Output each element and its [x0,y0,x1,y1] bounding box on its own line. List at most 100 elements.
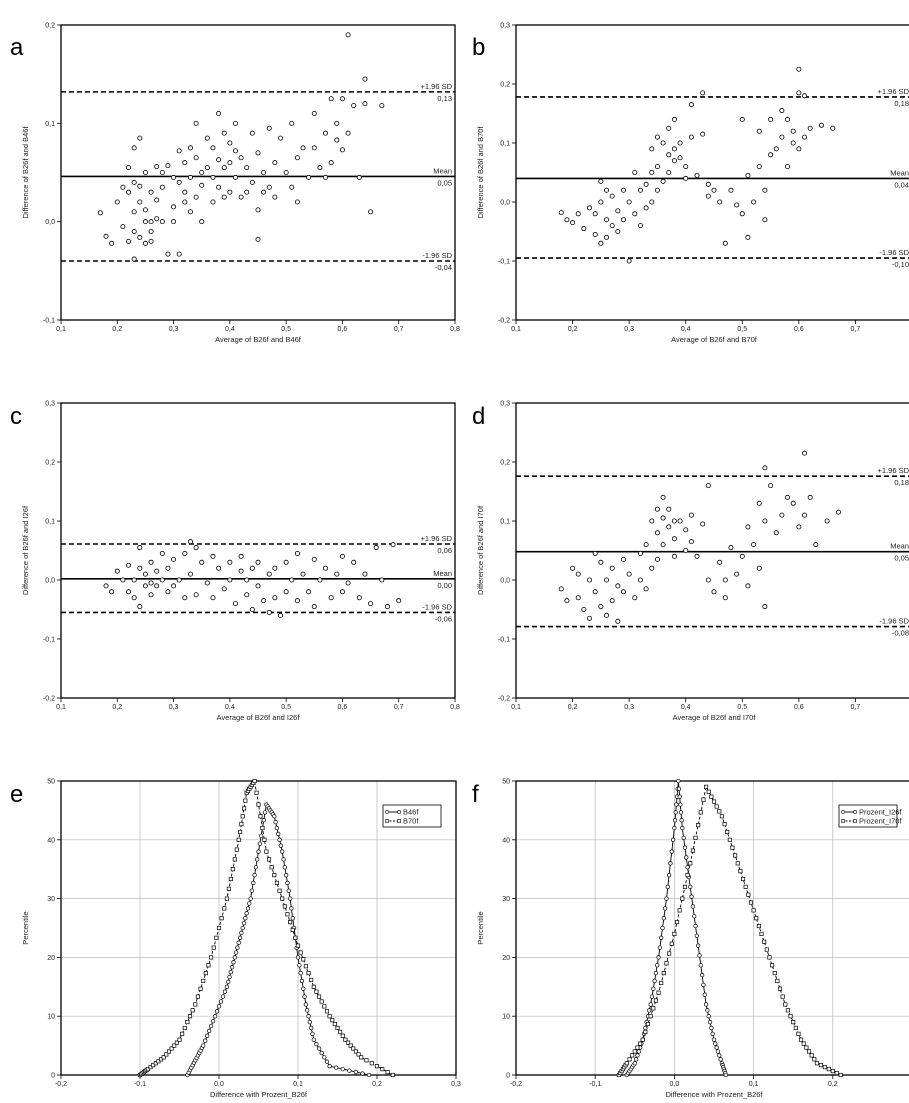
series-marker [261,818,266,823]
line-value: -0,08 [892,629,909,638]
x-tick-label: 0,2 [828,1081,838,1088]
series-marker [698,963,703,968]
series-marker [645,1021,651,1027]
series-marker [838,1072,843,1078]
series-marker [702,992,707,997]
data-point [216,157,222,163]
series-marker [709,1025,714,1031]
data-point [272,565,278,571]
legend-marker [841,810,845,814]
data-point [148,219,154,225]
data-point [796,90,802,96]
data-point [154,197,160,203]
data-point [193,155,199,161]
series-marker [305,1008,310,1013]
data-point [266,609,272,615]
series-marker [222,989,228,994]
data-point [261,189,267,195]
data-point [159,550,165,556]
series-marker [301,957,306,962]
data-point [587,577,593,583]
x-tick-label: 0,7 [394,704,404,711]
series-marker [244,911,249,916]
data-point [705,193,711,199]
data-point [210,595,216,601]
series-marker [301,986,306,991]
x-axis-label: Average of B26f and I70f [673,713,757,722]
y-tick-label: -0,2 [498,318,510,325]
data-point [255,150,261,156]
data-point [238,155,244,161]
x-tick-label: 0,1 [56,704,66,711]
series-marker [783,1002,788,1007]
series-marker [682,884,688,889]
series-marker [681,835,686,840]
data-point [745,524,751,530]
x-tick-label: 0,6 [794,704,804,711]
series-marker [636,1049,641,1054]
data-point [244,592,250,598]
y-tick-label: -0,1 [498,259,510,266]
line-label: +1.96 SD [421,82,453,91]
y-axis-label: Difference of B26f and B46f [21,126,30,219]
data-point [249,179,255,185]
data-point [592,211,598,217]
series-marker [281,857,286,862]
line-value: -0,06 [435,614,452,623]
series-marker [228,969,234,975]
data-point [311,556,317,562]
series-marker [356,1052,361,1057]
series-marker [311,984,316,989]
data-point [368,601,374,607]
series-marker [360,1071,365,1076]
y-tick-label: -0,1 [43,637,55,644]
series-marker [759,931,764,936]
data-point [683,548,689,554]
series-marker [703,1002,709,1007]
data-point [227,140,233,146]
data-point [598,199,604,205]
data-point [649,199,655,205]
x-tick-label: 0,1 [511,326,521,333]
series-marker [210,1018,216,1024]
series-marker [666,872,672,878]
series-marker [272,814,277,819]
data-point [362,76,368,82]
series-marker [177,1037,182,1042]
line-value: -0,10 [892,260,909,269]
series-marker [735,861,740,866]
data-point [249,607,255,613]
series-marker [706,1014,711,1019]
series-marker [251,880,256,886]
series-marker [172,1043,177,1048]
data-point [717,559,723,565]
data-point [165,163,171,169]
data-point [244,189,250,195]
series-marker [201,1043,206,1048]
y-tick-label: 0,1 [500,141,510,148]
data-point [137,234,143,240]
data-point [762,187,768,193]
series-marker [303,964,308,969]
series-marker [668,861,673,866]
data-point [255,207,261,213]
x-tick-label: 0,1 [511,704,521,711]
series-marker [353,1049,358,1054]
series-marker [791,1020,796,1025]
data-point [272,194,278,200]
series-marker [767,955,772,960]
data-point [306,174,312,180]
series-marker [297,963,302,968]
data-point [762,518,768,524]
data-point [575,595,581,601]
series-marker [727,837,732,842]
data-point [278,135,284,141]
series-marker [696,943,701,948]
data-point [688,539,694,545]
series-marker [809,1053,814,1058]
data-point [790,500,796,506]
x-tick-label: 0,0 [670,1081,680,1088]
series-marker [743,884,748,889]
data-point [289,577,295,583]
series-marker [385,1070,390,1075]
